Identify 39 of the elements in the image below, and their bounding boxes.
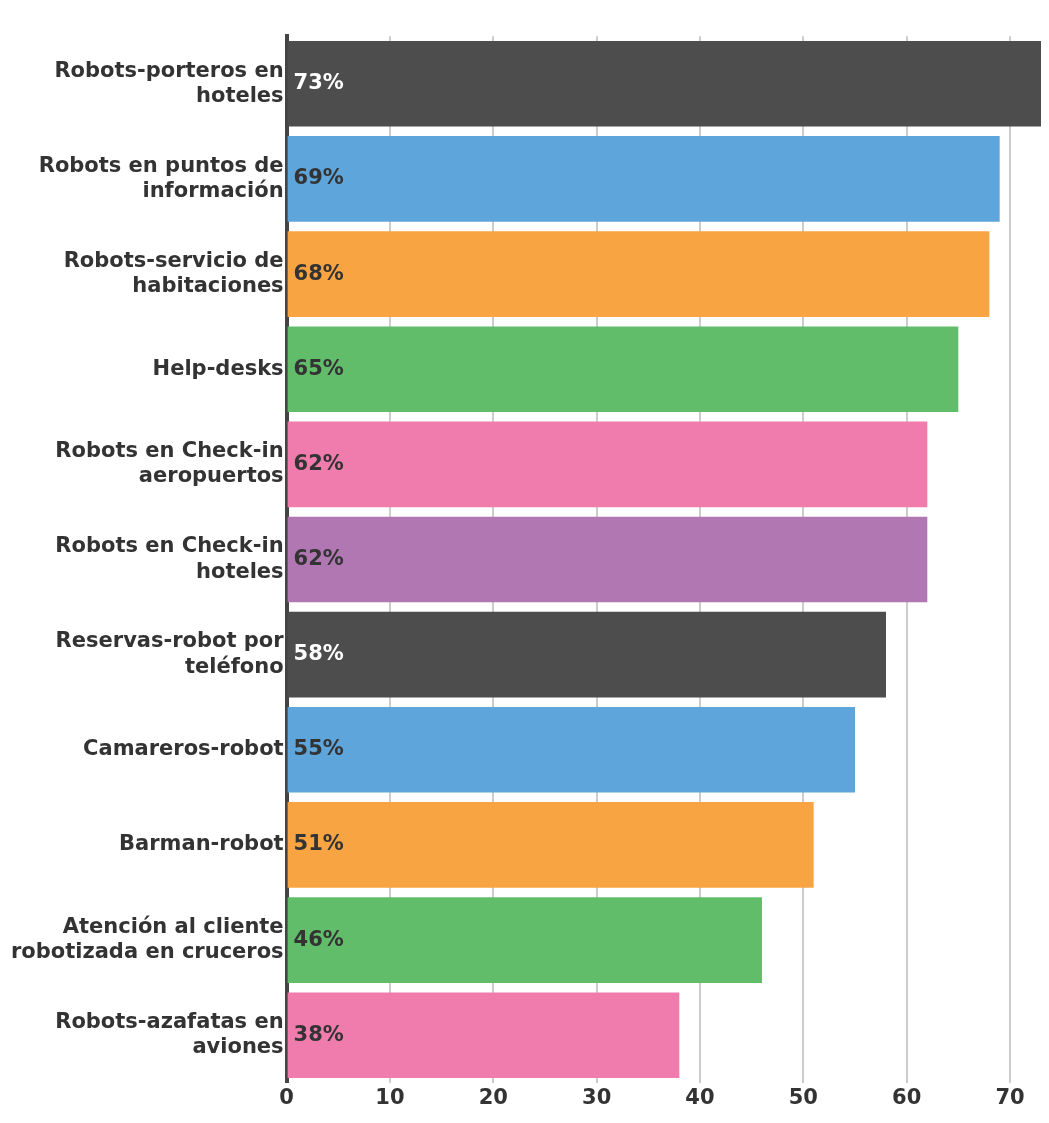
bar xyxy=(287,326,959,413)
x-tick-label: 10 xyxy=(375,1084,405,1109)
y-tick-label: Help-desks xyxy=(152,355,284,380)
data-label: 55% xyxy=(293,736,344,761)
y-tick-label: Robots en Check-in aeropuertos xyxy=(55,438,284,488)
bar xyxy=(287,897,762,983)
y-tick-label: Robots-servicio de habitaciones xyxy=(63,247,284,298)
x-tick-label: 20 xyxy=(478,1084,508,1109)
x-tick-label: 40 xyxy=(685,1084,715,1109)
y-tick-label: Robots en Check-in hoteles xyxy=(55,533,284,583)
data-label: 69% xyxy=(293,165,344,190)
data-label: 73% xyxy=(293,70,344,95)
bar xyxy=(287,516,928,603)
x-tick-label: 50 xyxy=(788,1084,818,1109)
y-tick-label: Robots-porteros en hoteles xyxy=(54,57,284,107)
data-label: 65% xyxy=(293,355,344,380)
data-label: 46% xyxy=(293,926,344,951)
data-label: 62% xyxy=(293,545,344,570)
y-tick-label: Reservas-robot por teléfono xyxy=(55,628,285,678)
bar xyxy=(287,421,928,508)
bar xyxy=(287,231,990,317)
y-tick-label: Barman-robot xyxy=(119,831,284,856)
x-tick-label: 0 xyxy=(279,1084,294,1109)
y-tick-label: Atención al cliente robotizada en cruceros xyxy=(11,913,284,964)
bar xyxy=(287,706,855,793)
y-tick-label: Camareros-robot xyxy=(83,736,284,761)
x-tick-label: 30 xyxy=(582,1084,612,1109)
data-label: 51% xyxy=(293,831,344,856)
data-label: 38% xyxy=(293,1021,344,1046)
data-label: 62% xyxy=(293,450,344,475)
x-tick-label: 60 xyxy=(892,1084,922,1109)
data-label: 68% xyxy=(293,260,344,285)
x-tick-label: 70 xyxy=(995,1084,1025,1109)
bar xyxy=(287,992,680,1079)
data-label: 58% xyxy=(293,641,344,666)
bar xyxy=(287,136,1000,222)
y-tick-label: Robots-azafatas en aviones xyxy=(55,1009,284,1059)
y-tick-label: Robots en puntos de información xyxy=(38,152,284,202)
bar xyxy=(287,802,814,888)
